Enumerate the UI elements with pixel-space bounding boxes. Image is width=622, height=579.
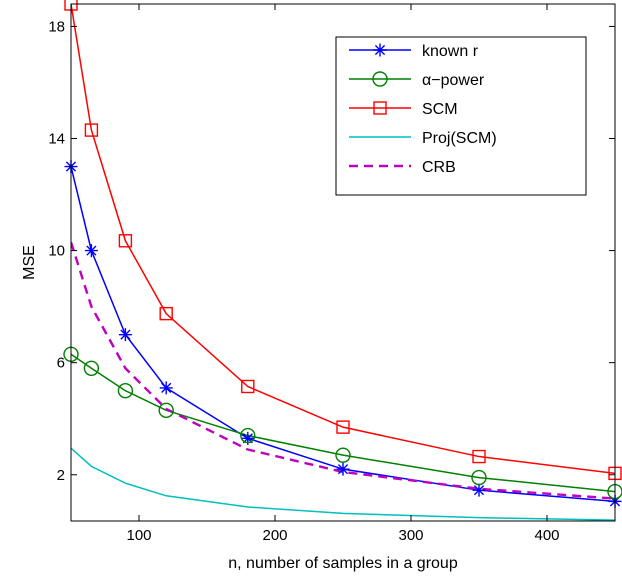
data-point-known-r <box>241 431 255 445</box>
legend-marker-power <box>372 71 388 87</box>
data-point-known-r <box>159 381 173 395</box>
x-axis-title: n, number of samples in a group <box>228 555 458 572</box>
legend-label-proj-scm: Proj(SCM) <box>422 130 497 147</box>
y-tick-label: 2 <box>57 467 65 484</box>
data-point-known-r <box>84 244 98 258</box>
legend-box <box>335 36 587 196</box>
data-point-scm <box>118 234 133 248</box>
plot-area-frame <box>70 3 616 522</box>
data-point-power <box>117 382 134 399</box>
series-line-scm <box>71 4 615 475</box>
series-line-proj-scm <box>71 447 615 521</box>
y-tick-label: 18 <box>48 18 65 35</box>
data-point-known-r <box>118 328 132 342</box>
data-point-scm <box>84 123 99 137</box>
legend-label-crb: CRB <box>422 159 456 176</box>
x-tick-label: 400 <box>534 527 559 544</box>
data-point-scm <box>472 449 486 464</box>
data-point-power <box>471 469 487 486</box>
y-tick-label: 6 <box>57 355 65 372</box>
legend: known r α−power SCM Proj(SCM) CRB <box>335 36 587 196</box>
data-point-power <box>158 402 174 419</box>
data-point-power <box>240 427 256 444</box>
data-point-power <box>335 447 351 463</box>
data-point-scm <box>241 379 255 394</box>
data-point-scm <box>159 306 173 321</box>
legend-marker-scm <box>373 101 387 115</box>
data-point-scm <box>336 420 350 434</box>
y-tick-label: 14 <box>48 131 65 148</box>
legend-label-power: α−power <box>422 72 485 89</box>
legend-marker-known-r <box>373 43 387 57</box>
data-point-known-r <box>472 483 486 497</box>
x-tick-label: 300 <box>398 527 423 544</box>
legend-label-scm: SCM <box>422 101 458 118</box>
data-point-known-r <box>336 462 350 476</box>
x-tick-label: 100 <box>126 527 151 544</box>
data-point-power <box>83 360 100 376</box>
x-tick-label: 200 <box>262 527 287 544</box>
series-line-crb <box>71 241 615 500</box>
y-tick-label: 10 <box>48 243 65 260</box>
legend-label-known-r: known r <box>422 43 479 60</box>
y-axis-title: MSE <box>21 245 38 280</box>
